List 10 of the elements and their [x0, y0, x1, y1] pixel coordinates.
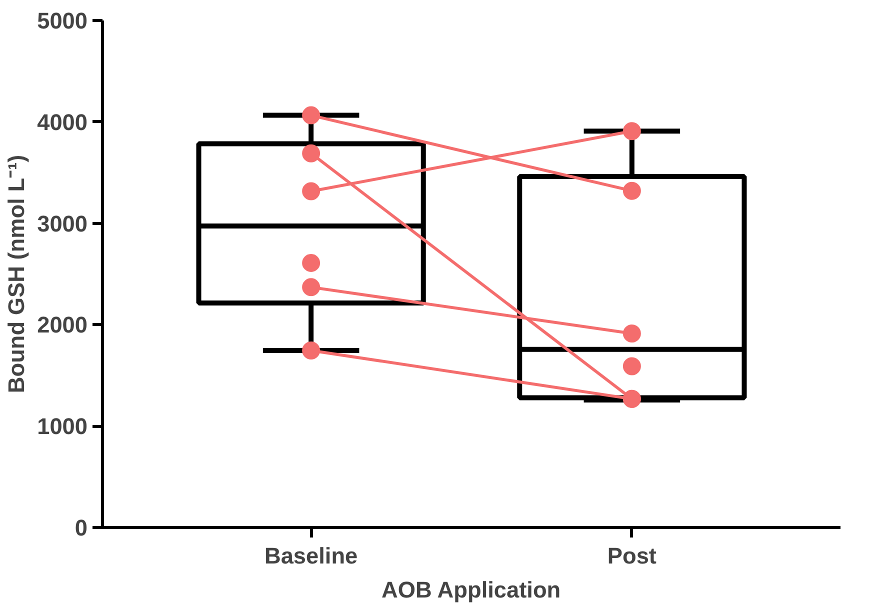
- y-tick-label: 0: [74, 514, 88, 540]
- y-tick-label: 4000: [37, 108, 88, 135]
- y-tick-label: 1000: [37, 413, 88, 440]
- y-tick-label: 2000: [37, 312, 88, 338]
- y-axis-title: Bound GSH (nmol L⁻¹): [3, 154, 30, 394]
- x-tick-label: Baseline: [264, 542, 358, 568]
- y-tick-label: 5000: [37, 8, 88, 34]
- x-axis-title: AOB Application: [382, 576, 561, 602]
- x-tick-label: Post: [607, 542, 657, 568]
- y-tick-label: 3000: [37, 210, 88, 236]
